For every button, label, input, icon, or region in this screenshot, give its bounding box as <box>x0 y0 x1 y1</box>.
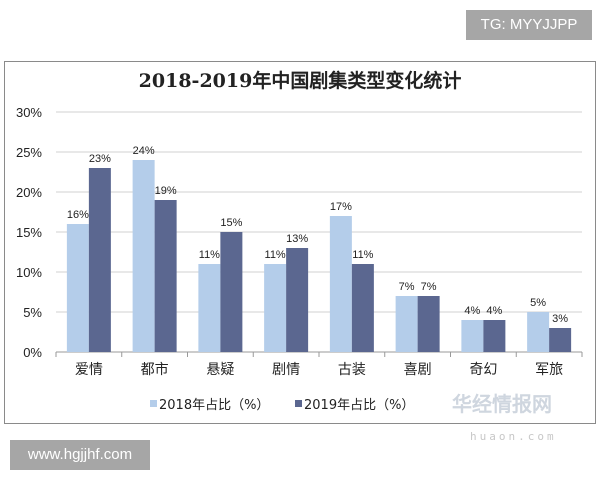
data-label: 23% <box>89 153 111 165</box>
y-tick-label: 5% <box>23 305 42 320</box>
x-tick-label: 军旅 <box>535 362 563 378</box>
x-tick-label: 剧情 <box>272 362 300 378</box>
data-label: 7% <box>399 281 415 293</box>
y-tick-label: 25% <box>16 145 42 160</box>
logo-watermark-name: 华经情报网 <box>452 392 552 416</box>
bar <box>417 296 440 352</box>
bar <box>527 312 550 352</box>
x-tick-label: 爱情 <box>75 362 103 378</box>
bar <box>461 320 484 352</box>
data-label: 24% <box>133 145 155 157</box>
bar <box>395 296 418 352</box>
x-tick-label: 喜剧 <box>404 362 432 378</box>
chart-title: 2018-2019年中国剧集类型变化统计 <box>138 70 462 92</box>
y-tick-label: 30% <box>16 105 42 120</box>
data-label: 17% <box>330 201 352 213</box>
bar <box>88 168 111 352</box>
x-tick-label: 悬疑 <box>206 362 234 378</box>
y-tick-label: 10% <box>16 265 42 280</box>
data-label: 19% <box>155 185 177 197</box>
data-label: 11% <box>199 249 220 261</box>
logo-watermark: 华经情报网 <box>452 392 552 416</box>
bar <box>286 248 309 352</box>
bar <box>198 264 221 352</box>
watermark-bottom: www.hgjjhf.com <box>10 440 150 470</box>
logo-watermark-url: huaon.com <box>470 430 557 443</box>
y-tick-label: 20% <box>16 185 42 200</box>
bar <box>264 264 287 352</box>
y-tick-label: 15% <box>16 225 42 240</box>
data-label: 15% <box>220 217 242 229</box>
data-label: 13% <box>286 233 308 245</box>
bar <box>329 216 352 352</box>
data-label: 11% <box>352 249 373 261</box>
bar <box>351 264 374 352</box>
bar <box>220 232 243 352</box>
bar <box>132 160 155 352</box>
data-label: 4% <box>464 305 480 317</box>
x-tick-label: 奇幻 <box>469 361 497 378</box>
bar <box>154 200 177 352</box>
data-label: 3% <box>552 313 568 325</box>
bar <box>66 224 89 352</box>
data-label: 11% <box>265 249 286 261</box>
data-label: 7% <box>421 281 437 293</box>
legend-swatch <box>150 400 157 407</box>
data-label: 5% <box>530 297 546 309</box>
data-label: 4% <box>486 305 502 317</box>
y-tick-label: 0% <box>23 345 42 360</box>
x-tick-label: 古装 <box>338 362 366 378</box>
legend-swatch <box>295 400 302 407</box>
legend-label: 2018年占比（%） <box>159 398 269 413</box>
watermark-top: TG: MYYJJPP <box>466 10 592 40</box>
bar <box>483 320 506 352</box>
chart-frame <box>4 61 596 424</box>
legend-label: 2019年占比（%） <box>304 398 414 413</box>
data-label: 16% <box>67 209 89 221</box>
x-tick-label: 都市 <box>141 361 169 378</box>
bar <box>549 328 572 352</box>
